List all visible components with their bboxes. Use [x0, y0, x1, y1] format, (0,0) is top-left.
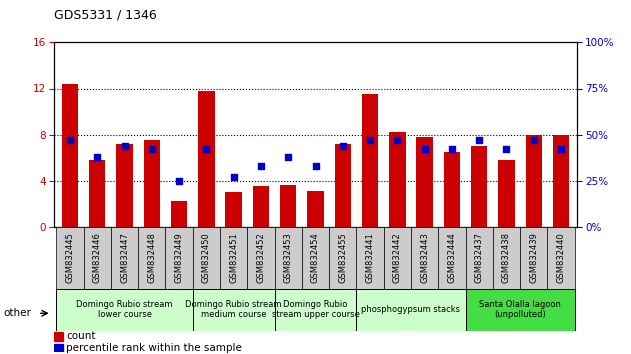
Bar — [302, 227, 329, 289]
Bar — [54, 344, 63, 352]
Point — [119, 143, 129, 148]
Bar — [389, 132, 406, 227]
Point — [256, 163, 266, 169]
Text: GSM832443: GSM832443 — [420, 232, 429, 283]
Bar — [225, 192, 242, 227]
Bar — [171, 201, 187, 227]
Bar — [553, 135, 569, 227]
Text: GSM832437: GSM832437 — [475, 232, 484, 283]
Bar — [520, 227, 547, 289]
Bar — [526, 135, 542, 227]
Bar — [471, 146, 487, 227]
Text: GSM832453: GSM832453 — [284, 232, 293, 283]
Text: GSM832440: GSM832440 — [557, 232, 565, 283]
Bar — [444, 152, 460, 227]
Bar — [329, 227, 357, 289]
Text: Domingo Rubio stream
lower course: Domingo Rubio stream lower course — [76, 300, 173, 319]
Point — [65, 137, 75, 143]
Bar — [192, 289, 274, 331]
Bar — [411, 227, 439, 289]
Text: GSM832451: GSM832451 — [229, 232, 238, 283]
Text: GSM832454: GSM832454 — [311, 232, 320, 283]
Bar — [111, 227, 138, 289]
Bar — [247, 227, 274, 289]
Bar — [416, 137, 433, 227]
Point — [392, 137, 403, 143]
Point — [474, 137, 484, 143]
Bar — [466, 289, 575, 331]
Point — [147, 147, 157, 152]
Bar — [165, 227, 192, 289]
Text: Domingo Rubio
stream upper course: Domingo Rubio stream upper course — [271, 300, 360, 319]
Text: count: count — [66, 331, 96, 341]
Bar — [498, 160, 515, 227]
Bar — [547, 227, 575, 289]
Text: GSM832447: GSM832447 — [120, 232, 129, 283]
Bar — [62, 84, 78, 227]
Text: Santa Olalla lagoon
(unpolluted): Santa Olalla lagoon (unpolluted) — [479, 300, 561, 319]
Text: GSM832446: GSM832446 — [93, 232, 102, 283]
Bar — [116, 144, 133, 227]
Bar — [466, 227, 493, 289]
Bar — [138, 227, 165, 289]
Point — [556, 147, 566, 152]
Bar — [192, 227, 220, 289]
Text: GSM832442: GSM832442 — [393, 232, 402, 283]
Bar — [54, 332, 63, 341]
Bar — [334, 144, 351, 227]
Text: GSM832449: GSM832449 — [175, 232, 184, 283]
Bar — [357, 227, 384, 289]
Point — [502, 147, 512, 152]
Text: GSM832450: GSM832450 — [202, 232, 211, 283]
Bar — [274, 227, 302, 289]
Text: GSM832455: GSM832455 — [338, 232, 347, 283]
Point — [447, 147, 457, 152]
Bar — [198, 91, 215, 227]
Point — [310, 163, 321, 169]
Point — [92, 154, 102, 159]
Text: GSM832441: GSM832441 — [365, 232, 375, 283]
Text: GSM832452: GSM832452 — [256, 232, 266, 283]
Point — [201, 147, 211, 152]
Point — [174, 178, 184, 183]
Text: GSM832439: GSM832439 — [529, 232, 538, 283]
Bar — [253, 186, 269, 227]
Text: phosphogypsum stacks: phosphogypsum stacks — [362, 305, 461, 314]
Bar — [307, 191, 324, 227]
Point — [338, 143, 348, 148]
Text: GSM832444: GSM832444 — [447, 232, 456, 283]
Point — [283, 154, 293, 159]
Bar — [362, 94, 378, 227]
Text: percentile rank within the sample: percentile rank within the sample — [66, 343, 242, 353]
Point — [228, 174, 239, 180]
Bar — [384, 227, 411, 289]
Text: GDS5331 / 1346: GDS5331 / 1346 — [54, 9, 156, 22]
Bar — [56, 289, 192, 331]
Bar — [220, 227, 247, 289]
Text: Domingo Rubio stream
medium course: Domingo Rubio stream medium course — [186, 300, 282, 319]
Bar — [89, 160, 105, 227]
Bar — [144, 140, 160, 227]
Bar — [274, 289, 357, 331]
Point — [365, 137, 375, 143]
Bar — [439, 227, 466, 289]
Text: GSM832445: GSM832445 — [66, 232, 74, 283]
Bar — [280, 185, 297, 227]
Bar — [56, 227, 84, 289]
Bar — [84, 227, 111, 289]
Bar — [493, 227, 520, 289]
Text: other: other — [3, 308, 31, 318]
Point — [420, 147, 430, 152]
Point — [529, 137, 539, 143]
Text: GSM832438: GSM832438 — [502, 232, 511, 283]
Bar — [357, 289, 466, 331]
Text: GSM832448: GSM832448 — [147, 232, 156, 283]
